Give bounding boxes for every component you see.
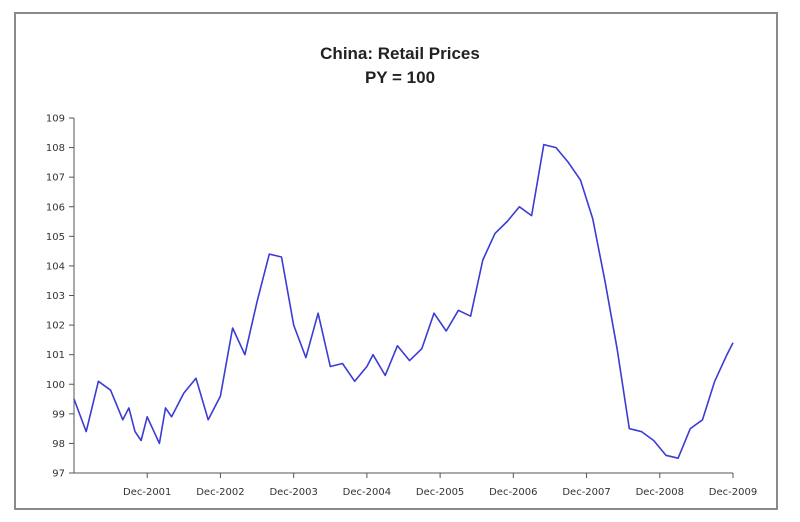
y-tick-label: 99: [52, 409, 65, 420]
series-group: [73, 143, 734, 460]
x-tick-label: Dec-2002: [196, 487, 244, 498]
x-tick-label: Dec-2008: [636, 487, 684, 498]
y-tick-label: 104: [46, 261, 65, 272]
chart-frame: [14, 12, 778, 510]
y-tick-label: 108: [46, 143, 65, 154]
y-tick-label: 102: [46, 321, 65, 332]
x-tick-label: Dec-2007: [562, 487, 610, 498]
x-tick-label: Dec-2009: [709, 487, 757, 498]
y-tick-label: 105: [46, 232, 65, 243]
y-tick-label: 109: [46, 114, 65, 125]
series-line: [73, 143, 734, 460]
chart-title: China: Retail Prices: [320, 44, 480, 63]
y-axis: 97 98 99 100 101 102 103 104 105 106 107 108 109: [46, 114, 75, 480]
x-tick-label: Dec-2003: [269, 487, 317, 498]
y-tick-label: 107: [46, 173, 65, 184]
y-tick-label: 98: [52, 439, 65, 450]
y-tick-label: 97: [52, 469, 65, 480]
x-tick-label: Dec-2004: [343, 487, 391, 498]
y-tick-label: 101: [46, 350, 65, 361]
y-tick-label: 100: [46, 380, 65, 391]
x-axis: Dec-2001 Dec-2002 Dec-2003 Dec-2004 Dec-2005…: [74, 472, 757, 498]
y-tick-label: 106: [46, 202, 65, 213]
x-tick-label: Dec-2005: [416, 487, 464, 498]
x-tick-label: Dec-2006: [489, 487, 537, 498]
x-tick-label: Dec-2001: [123, 487, 171, 498]
chart-subtitle: PY = 100: [364, 68, 436, 87]
y-tick-label: 103: [46, 291, 65, 302]
